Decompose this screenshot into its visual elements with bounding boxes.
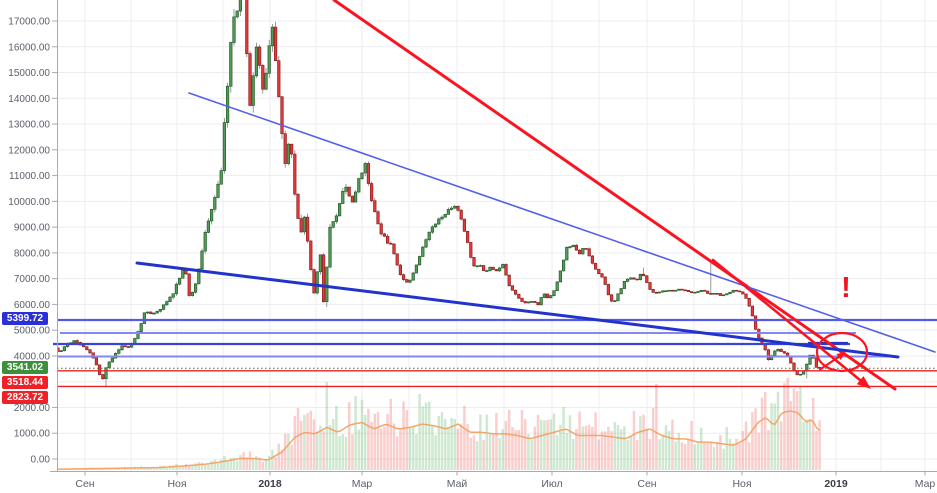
- axes-layer: [50, 0, 937, 472]
- time-tick-label: Ноя: [732, 478, 751, 490]
- price-tick-label: 8000.00: [14, 248, 51, 259]
- time-tick-label: Мар: [915, 478, 936, 490]
- price-tick-label: 17000.00: [8, 17, 50, 28]
- price-tick-label: 0.00: [31, 455, 51, 466]
- time-tick-label: Май: [447, 478, 468, 490]
- time-tick-label: 2018: [258, 478, 282, 490]
- price-label-2823.72[interactable]: 2823.72: [2, 390, 48, 404]
- price-tick-label: 14000.00: [8, 94, 50, 105]
- price-tick-label: 13000.00: [8, 120, 50, 131]
- volume-ma-line[interactable]: [57, 410, 821, 470]
- price-tick-label: 12000.00: [8, 145, 50, 156]
- blue-thin-trendline[interactable]: [188, 92, 936, 353]
- price-tick-label: 10000.00: [8, 197, 50, 208]
- price-tick-label: 7000.00: [14, 274, 51, 285]
- red-main-trendline[interactable]: [332, 0, 897, 391]
- price-axis[interactable]: 17000.00 16000.00 15000.00 14000.00 13000.00…: [8, 17, 57, 466]
- time-tick-label: Мар: [352, 478, 373, 490]
- price-tick-label: 5000.00: [14, 326, 51, 337]
- price-tick-label: 2000.00: [14, 403, 51, 414]
- price-tick-label: 15000.00: [8, 68, 50, 79]
- price-label-3518.44[interactable]: 3518.44: [2, 375, 48, 389]
- price-tick-label: 4000.00: [14, 351, 51, 362]
- small-arrow[interactable]: [818, 352, 846, 371]
- grid-layer: [57, 0, 937, 471]
- price-tick-label: 9000.00: [14, 223, 51, 234]
- time-tick-label: 2019: [824, 478, 848, 490]
- price-tick-label: 11000.00: [9, 171, 50, 182]
- annotation-layer[interactable]: [711, 258, 871, 389]
- price-tick-label: 16000.00: [8, 42, 50, 53]
- time-axis[interactable]: Сен Ноя 2018 Мар Май Июл Сен Ноя 2019 Мар: [75, 471, 936, 491]
- time-tick-label: Сен: [637, 478, 656, 490]
- blue-thick-trendline[interactable]: [135, 261, 900, 359]
- price-tick-label: 1000.00: [14, 429, 51, 440]
- price-label-3541.02[interactable]: 3541.02: [2, 360, 48, 374]
- exclamation-annotation[interactable]: !: [841, 272, 851, 304]
- volume-series[interactable]: [57, 378, 821, 470]
- drawing-layer[interactable]: [53, 0, 937, 391]
- breakdown-circle[interactable]: [815, 331, 869, 373]
- price-label-5399.72[interactable]: 5399.72: [2, 311, 48, 325]
- time-tick-label: Ноя: [167, 478, 186, 490]
- candlestick-series[interactable]: [57, 0, 822, 388]
- price-tick-label: 6000.00: [14, 300, 51, 311]
- breakdown-arrow[interactable]: [711, 258, 871, 389]
- time-tick-label: Сен: [75, 478, 94, 490]
- time-tick-label: Июл: [541, 478, 562, 490]
